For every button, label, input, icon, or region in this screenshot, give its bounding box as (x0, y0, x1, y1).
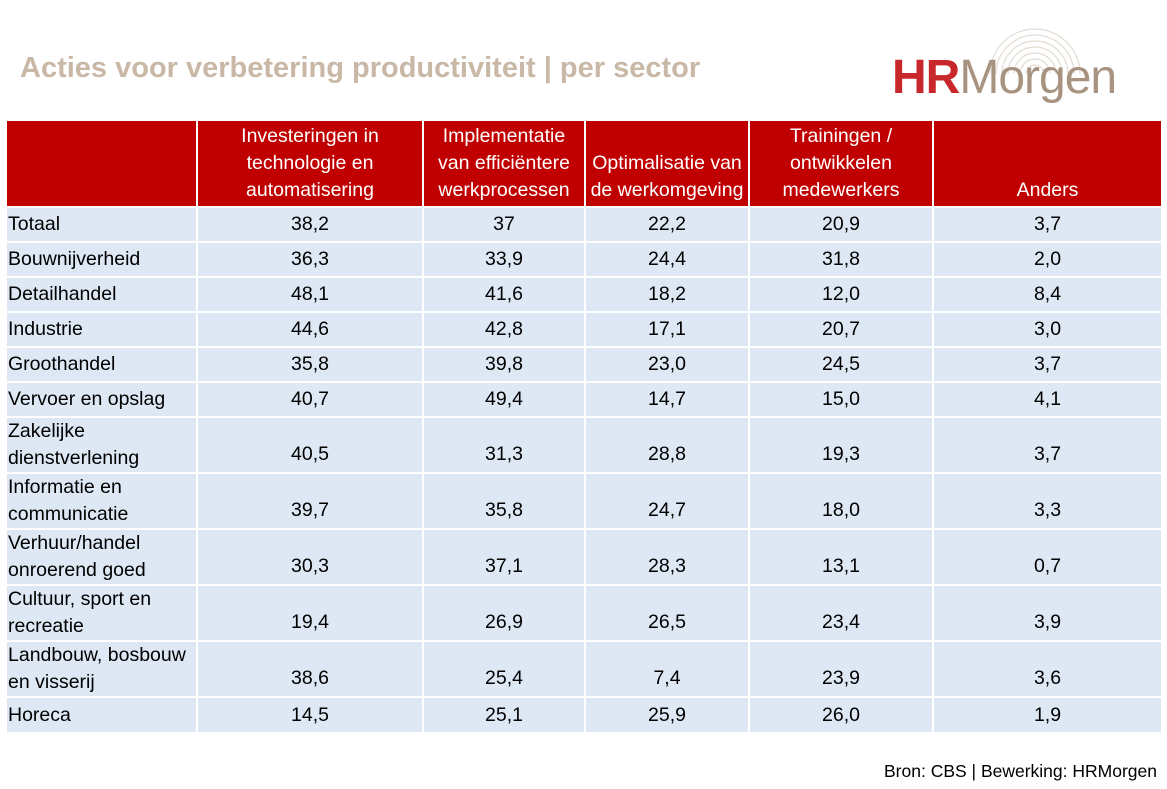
cell-value: 28,3 (585, 528, 750, 585)
cell-value: 44,6 (197, 311, 424, 347)
cell-value: 14,5 (197, 696, 424, 732)
cell-value: 25,4 (423, 640, 586, 697)
cell-value: 31,3 (423, 416, 586, 473)
table-row: Zakelijke dienstverlening 40,5 31,3 28,8 19,… (7, 416, 1161, 473)
cell-value: 30,3 (197, 528, 424, 585)
cell-value: 23,0 (585, 346, 750, 382)
cell-value: 19,4 (197, 584, 424, 641)
logo-morgen-text: Morgen (959, 51, 1117, 104)
cell-value: 7,4 (585, 640, 750, 697)
cell-value: 49,4 (423, 381, 586, 417)
cell-value: 4,1 (933, 381, 1161, 417)
cell-value: 1,9 (933, 696, 1161, 732)
table-body: Totaal 38,2 37 22,2 20,9 3,7 Bouwnijverheid 36,… (7, 206, 1161, 732)
row-label: Horeca (7, 696, 198, 732)
table-row: Bouwnijverheid 36,3 33,9 24,4 31,8 2,0 (7, 241, 1161, 277)
cell-value: 25,1 (423, 696, 586, 732)
logo-arcs-icon (989, 28, 1081, 75)
column-header-processes: Implementatie van efficiëntere werkproce… (423, 121, 586, 207)
header-row: Investeringen in technologie en automati… (7, 121, 1161, 207)
cell-value: 39,7 (197, 472, 424, 529)
cell-value: 15,0 (749, 381, 934, 417)
table-row: Cultuur, sport en recreatie 19,4 26,9 26,5 2… (7, 584, 1161, 641)
cell-value: 3,7 (933, 206, 1161, 242)
cell-value: 26,9 (423, 584, 586, 641)
cell-value: 36,3 (197, 241, 424, 277)
cell-value: 35,8 (423, 472, 586, 529)
cell-value: 24,7 (585, 472, 750, 529)
cell-value: 20,9 (749, 206, 934, 242)
cell-value: 23,4 (749, 584, 934, 641)
row-label: Cultuur, sport en recreatie (7, 584, 198, 641)
cell-value: 48,1 (197, 276, 424, 312)
cell-value: 37 (423, 206, 586, 242)
cell-value: 22,2 (585, 206, 750, 242)
cell-value: 42,8 (423, 311, 586, 347)
column-header-training: Trainingen / ontwikkelen medewerkers (749, 121, 934, 207)
cell-value: 35,8 (197, 346, 424, 382)
page-title: Acties voor verbetering productiviteit |… (20, 52, 701, 84)
table-row: Informatie en communicatie 39,7 35,8 24,7 18… (7, 472, 1161, 529)
column-header-sector (7, 121, 198, 207)
row-label: Groothandel (7, 346, 198, 382)
cell-value: 0,7 (933, 528, 1161, 585)
cell-value: 3,7 (933, 416, 1161, 473)
column-header-technology: Investeringen in technologie en automati… (197, 121, 424, 207)
cell-value: 12,0 (749, 276, 934, 312)
row-label: Bouwnijverheid (7, 241, 198, 277)
cell-value: 3,3 (933, 472, 1161, 529)
cell-value: 41,6 (423, 276, 586, 312)
row-label: Detailhandel (7, 276, 198, 312)
row-label: Industrie (7, 311, 198, 347)
cell-value: 37,1 (423, 528, 586, 585)
row-label: Informatie en communicatie (7, 472, 198, 529)
table-row: Industrie 44,6 42,8 17,1 20,7 3,0 (7, 311, 1161, 347)
cell-value: 14,7 (585, 381, 750, 417)
cell-value: 26,0 (749, 696, 934, 732)
source-note: Bron: CBS | Bewerking: HRMorgen (884, 761, 1157, 781)
table-row: Landbouw, bosbouw en visserij 38,6 25,4 7,4… (7, 640, 1161, 697)
cell-value: 18,2 (585, 276, 750, 312)
table-row: Groothandel 35,8 39,8 23,0 24,5 3,7 (7, 346, 1161, 382)
cell-value: 23,9 (749, 640, 934, 697)
table-row: Horeca 14,5 25,1 25,9 26,0 1,9 (7, 696, 1161, 732)
cell-value: 38,2 (197, 206, 424, 242)
cell-value: 18,0 (749, 472, 934, 529)
cell-value: 20,7 (749, 311, 934, 347)
cell-value: 13,1 (749, 528, 934, 585)
data-table: Investeringen in technologie en automati… (7, 121, 1161, 732)
cell-value: 24,4 (585, 241, 750, 277)
cell-value: 26,5 (585, 584, 750, 641)
cell-value: 38,6 (197, 640, 424, 697)
table-row: Vervoer en opslag 40,7 49,4 14,7 15,0 4,1 (7, 381, 1161, 417)
cell-value: 17,1 (585, 311, 750, 347)
cell-value: 28,8 (585, 416, 750, 473)
table-row: Verhuur/handel onroerend goed 30,3 37,1 28,… (7, 528, 1161, 585)
row-label: Zakelijke dienstverlening (7, 416, 198, 473)
row-label: Totaal (7, 206, 198, 242)
cell-value: 33,9 (423, 241, 586, 277)
cell-value: 24,5 (749, 346, 934, 382)
table-row: Totaal 38,2 37 22,2 20,9 3,7 (7, 206, 1161, 242)
hrmorgen-logo: HRMorgen (890, 8, 1140, 108)
table-row: Detailhandel 48,1 41,6 18,2 12,0 8,4 (7, 276, 1161, 312)
cell-value: 2,0 (933, 241, 1161, 277)
column-header-workplace: Optimalisatie van de werkomgeving (585, 121, 750, 207)
cell-value: 25,9 (585, 696, 750, 732)
cell-value: 3,7 (933, 346, 1161, 382)
cell-value: 3,0 (933, 311, 1161, 347)
cell-value: 40,7 (197, 381, 424, 417)
cell-value: 31,8 (749, 241, 934, 277)
logo-hr-text: HR (892, 51, 960, 104)
cell-value: 3,9 (933, 584, 1161, 641)
cell-value: 40,5 (197, 416, 424, 473)
row-label: Landbouw, bosbouw en visserij (7, 640, 198, 697)
cell-value: 39,8 (423, 346, 586, 382)
cell-value: 3,6 (933, 640, 1161, 697)
cell-value: 19,3 (749, 416, 934, 473)
cell-value: 8,4 (933, 276, 1161, 312)
row-label: Vervoer en opslag (7, 381, 198, 417)
row-label: Verhuur/handel onroerend goed (7, 528, 198, 585)
column-header-other: Anders (933, 121, 1161, 207)
